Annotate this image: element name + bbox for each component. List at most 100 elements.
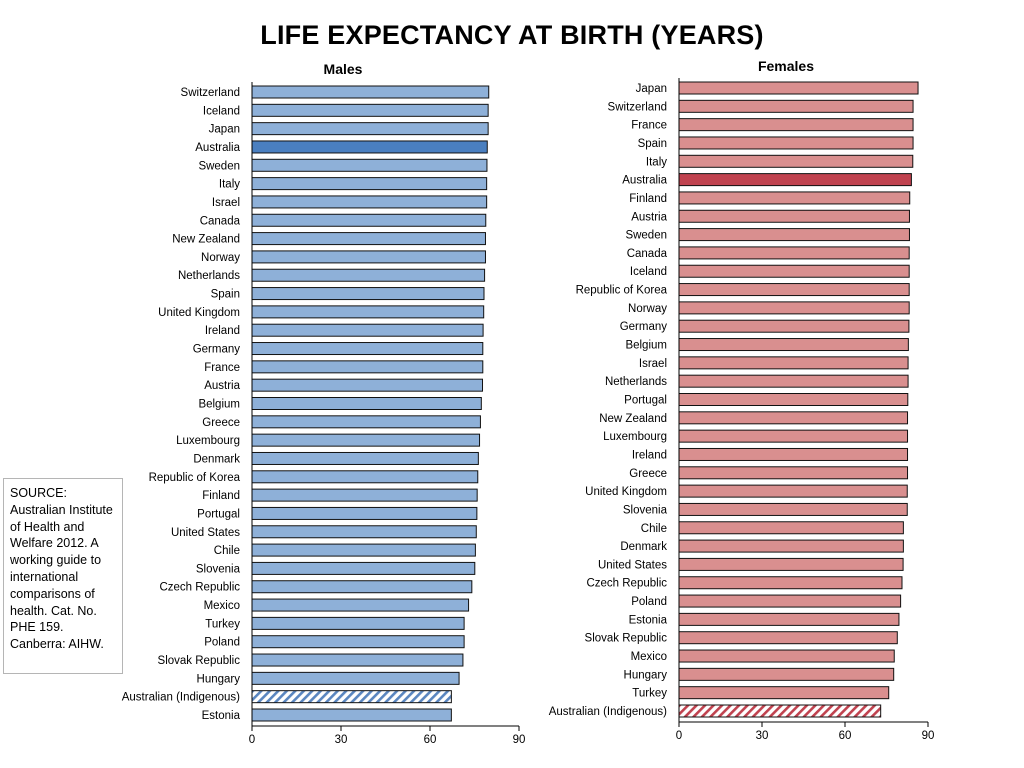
male-category-label: Greece (202, 417, 240, 429)
female-bar-switzerland (678, 99, 914, 113)
female-bar-netherlands (678, 374, 909, 388)
female-bar-slovenia (678, 502, 908, 516)
female-bar-belgium (678, 338, 909, 352)
female-bar-iceland (678, 264, 910, 278)
female-category-label: Republic of Korea (576, 285, 668, 297)
female-category-label: Netherlands (605, 376, 667, 388)
male-chart-title: Males (324, 61, 363, 77)
female-x-tick-label: 90 (922, 730, 935, 742)
female-category-label: United Kingdom (585, 486, 667, 498)
female-category-label: Sweden (625, 230, 667, 242)
female-category-label: Austria (631, 211, 667, 223)
female-bar-estonia (678, 612, 900, 626)
male-category-label: Austria (204, 380, 240, 392)
female-bar-czech-republic (678, 576, 903, 590)
male-category-label: Czech Republic (159, 582, 240, 594)
female-category-label: Belgium (625, 340, 667, 352)
female-category-label: United States (598, 559, 667, 571)
female-category-label: Mexico (631, 651, 667, 663)
female-bar-republic-of-korea (678, 283, 910, 297)
female-bar-luxembourg (678, 429, 909, 443)
female-bar-germany (678, 319, 910, 333)
female-x-tick-label: 0 (676, 730, 682, 742)
male-x-tick-label: 30 (335, 734, 348, 746)
female-bar-greece (678, 466, 909, 480)
female-bar-france (678, 118, 914, 132)
source-note: SOURCE: Australian Institute of Health a… (3, 478, 123, 674)
female-bar-poland (678, 594, 902, 608)
female-bar-portugal (678, 393, 909, 406)
male-category-label: Slovak Republic (158, 655, 241, 667)
female-bar-slovak-republic (678, 631, 898, 645)
female-category-label: Italy (646, 156, 667, 168)
male-category-label: Portugal (197, 508, 240, 520)
male-category-label: United Kingdom (158, 307, 240, 319)
male-x-tick-label: 60 (424, 734, 437, 746)
female-category-label: Czech Republic (586, 578, 667, 590)
male-category-label: Germany (193, 344, 241, 356)
female-category-label: New Zealand (599, 413, 667, 425)
female-category-label: Slovenia (623, 504, 668, 516)
female-category-label: Portugal (624, 395, 667, 407)
female-bar-new-zealand (678, 411, 909, 425)
female-bar-mexico (678, 649, 895, 663)
male-category-label: New Zealand (172, 234, 240, 246)
female-bar-ireland (678, 447, 909, 461)
male-category-label: Norway (201, 252, 240, 264)
female-chart-title: Females (758, 58, 814, 74)
female-bar-australian-indigenous (678, 704, 882, 718)
male-category-label: Sweden (198, 160, 240, 172)
female-category-label: Estonia (629, 614, 668, 626)
female-category-label: Poland (631, 596, 667, 608)
female-bar-united-states (678, 557, 904, 571)
female-category-label: France (631, 120, 667, 132)
male-category-label: Poland (204, 637, 240, 649)
male-x-tick-label: 0 (249, 734, 255, 746)
male-category-label: Australia (195, 142, 240, 154)
male-category-label: Republic of Korea (149, 472, 241, 484)
male-category-label: Japan (209, 124, 240, 136)
male-category-label: Australian (Indigenous) (122, 692, 240, 704)
male-category-label: Finland (202, 490, 240, 502)
female-category-label: Spain (638, 138, 667, 150)
female-category-label: Chile (641, 523, 667, 535)
female-category-label: Hungary (624, 669, 668, 681)
male-category-label: Spain (211, 289, 240, 301)
female-category-label: Iceland (630, 266, 667, 278)
female-x-tick-label: 30 (756, 730, 769, 742)
female-category-label: Finland (629, 193, 667, 205)
female-bar-finland (678, 191, 911, 205)
female-bar-japan (678, 81, 919, 95)
female-bar-denmark (678, 539, 904, 553)
male-category-label: Israel (212, 197, 240, 209)
female-bar-israel (678, 356, 909, 370)
female-bar-italy (678, 154, 914, 168)
female-category-label: Turkey (632, 688, 667, 700)
male-category-label: Switzerland (181, 87, 240, 99)
male-category-label: Italy (219, 179, 240, 191)
female-category-label: Israel (639, 358, 667, 370)
female-category-label: Canada (627, 248, 668, 260)
male-category-label: Canada (200, 215, 241, 227)
female-bar-norway (678, 301, 910, 315)
male-category-label: Belgium (198, 399, 240, 411)
male-category-label: Estonia (202, 710, 241, 722)
male-category-label: Luxembourg (176, 435, 240, 447)
female-category-label: Australia (622, 175, 667, 187)
male-category-label: Chile (214, 545, 240, 557)
male-category-label: France (204, 362, 240, 374)
female-category-label: Greece (629, 468, 667, 480)
female-category-label: Norway (628, 303, 667, 315)
male-category-label: Denmark (193, 453, 240, 465)
female-bar-canada (678, 246, 910, 260)
female-category-label: Japan (636, 83, 667, 95)
female-category-label: Luxembourg (603, 431, 667, 443)
female-category-label: Australian (Indigenous) (549, 706, 667, 718)
female-category-label: Slovak Republic (585, 633, 668, 645)
male-category-label: Mexico (204, 600, 240, 612)
female-bar-spain (678, 136, 914, 150)
male-category-label: Turkey (205, 618, 240, 630)
female-x-tick-label: 60 (839, 730, 852, 742)
